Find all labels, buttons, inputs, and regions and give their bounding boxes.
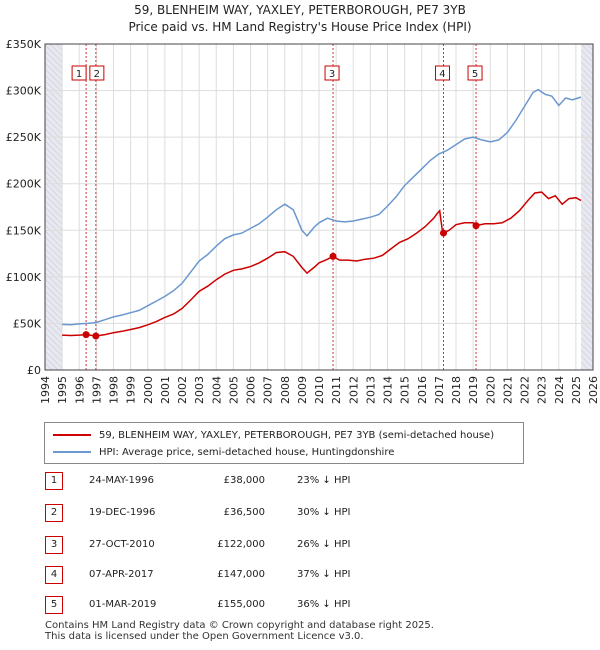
sale-label-box-3 xyxy=(324,65,340,81)
sale-date: 19-DEC-1996 xyxy=(89,507,156,518)
plot-frame xyxy=(44,43,594,371)
x-tick-label: 2015 xyxy=(399,376,412,404)
shaded-range-1 xyxy=(581,44,593,370)
y-tick-label: £200K xyxy=(6,178,42,191)
sale-label-box-1 xyxy=(71,65,87,81)
legend-item-property: 59, BLENHEIM WAY, YAXLEY, PETERBOROUGH, … xyxy=(53,428,494,442)
x-tick-label: 2008 xyxy=(279,376,292,404)
legend-label-hpi: HPI: Average price, semi-detached house,… xyxy=(99,446,395,458)
legend-label-property: 59, BLENHEIM WAY, YAXLEY, PETERBOROUGH, … xyxy=(99,429,495,441)
x-tick-label: 2025 xyxy=(570,376,583,404)
sale-date: 27-OCT-2010 xyxy=(89,539,155,550)
x-tick-label: 2023 xyxy=(536,376,549,404)
sale-number-badge: 5 xyxy=(45,596,63,614)
table-row: 1 24-MAY-1996 £38,000 23% ↓ HPI xyxy=(45,472,445,492)
legend-item-hpi: HPI: Average price, semi-detached house,… xyxy=(53,445,394,459)
sale-number-badge: 1 xyxy=(45,472,63,490)
x-tick-label: 2020 xyxy=(484,376,497,404)
table-row: 5 01-MAR-2019 £155,000 36% ↓ HPI xyxy=(45,596,445,616)
sale-label-box-2 xyxy=(89,65,105,81)
x-tick-label: 2019 xyxy=(467,376,480,404)
chart-title: 59, BLENHEIM WAY, YAXLEY, PETERBOROUGH, … xyxy=(134,3,466,17)
y-tick-label: £350K xyxy=(6,38,42,51)
y-tick-label: £300K xyxy=(6,85,42,98)
x-tick-label: 2014 xyxy=(382,376,395,404)
x-tick-label: 1997 xyxy=(90,376,103,404)
x-tick-label: 1995 xyxy=(56,376,69,404)
x-tick-label: 2026 xyxy=(587,376,600,404)
sale-point-1 xyxy=(82,331,90,339)
property-price-line xyxy=(62,191,582,337)
sale-price: £155,000 xyxy=(217,599,265,610)
x-tick-label: 2004 xyxy=(210,376,223,404)
sale-point-5 xyxy=(472,222,480,230)
sale-hpi-diff: 23% ↓ HPI xyxy=(297,475,351,486)
x-tick-label: 2017 xyxy=(433,376,446,404)
sale-price: £147,000 xyxy=(217,569,265,580)
x-tick-label: 2001 xyxy=(159,376,172,404)
y-tick-label: £250K xyxy=(6,131,42,144)
sale-hpi-diff: 26% ↓ HPI xyxy=(297,539,351,550)
x-tick-label: 2006 xyxy=(245,376,258,404)
x-tick-label: 1996 xyxy=(73,376,86,404)
sale-date: 01-MAR-2019 xyxy=(89,599,157,610)
table-row: 3 27-OCT-2010 £122,000 26% ↓ HPI xyxy=(45,536,445,556)
x-tick-label: 2013 xyxy=(364,376,377,404)
table-row: 4 07-APR-2017 £147,000 37% ↓ HPI xyxy=(45,566,445,586)
legend-line-hpi xyxy=(53,451,91,453)
sale-date: 07-APR-2017 xyxy=(89,569,154,580)
chart-subtitle: Price paid vs. HM Land Registry's House … xyxy=(128,20,472,34)
x-tick-label: 2009 xyxy=(296,376,309,404)
sale-point-2 xyxy=(92,332,100,340)
x-tick-label: 2011 xyxy=(330,376,343,404)
x-tick-label: 2022 xyxy=(519,376,532,404)
sale-number-badge: 3 xyxy=(45,536,63,554)
sale-price: £122,000 xyxy=(217,539,265,550)
x-tick-label: 2005 xyxy=(227,376,240,404)
x-tick-label: 2021 xyxy=(501,376,514,404)
legend-line-property xyxy=(53,434,91,436)
legend: 59, BLENHEIM WAY, YAXLEY, PETERBOROUGH, … xyxy=(44,422,524,464)
sale-price: £36,500 xyxy=(223,507,265,518)
sale-hpi-diff: 36% ↓ HPI xyxy=(297,599,351,610)
x-tick-label: 2010 xyxy=(313,376,326,404)
shaded-hatch-0 xyxy=(44,43,63,371)
sale-number-badge: 4 xyxy=(45,566,63,584)
hpi-line xyxy=(62,88,582,326)
footer-copyright: Contains HM Land Registry data © Crown c… xyxy=(45,620,434,631)
x-tick-label: 2003 xyxy=(193,376,206,404)
sale-point-3 xyxy=(329,252,337,260)
sale-point-4 xyxy=(439,229,447,237)
y-tick-label: £100K xyxy=(6,271,42,284)
y-tick-label: £50K xyxy=(13,317,42,330)
sale-label-2: 2 xyxy=(94,69,100,80)
sale-label-3: 3 xyxy=(329,69,335,80)
x-tick-label: 2024 xyxy=(553,376,566,404)
x-tick-label: 2007 xyxy=(262,376,275,404)
y-tick-label: £0 xyxy=(27,364,41,377)
sale-number-badge: 2 xyxy=(45,504,63,522)
x-tick-label: 2016 xyxy=(416,376,429,404)
sale-date: 24-MAY-1996 xyxy=(89,475,155,486)
x-tick-label: 1999 xyxy=(125,376,138,404)
sale-label-1: 1 xyxy=(76,69,82,80)
sale-label-box-4 xyxy=(434,65,450,81)
sale-hpi-diff: 37% ↓ HPI xyxy=(297,569,351,580)
y-tick-label: £150K xyxy=(6,224,42,237)
x-tick-label: 2000 xyxy=(142,376,155,404)
sale-price: £38,000 xyxy=(223,475,265,486)
sale-hpi-diff: 30% ↓ HPI xyxy=(297,507,351,518)
x-tick-label: 2002 xyxy=(176,376,189,404)
x-tick-label: 2012 xyxy=(347,376,360,404)
table-row: 2 19-DEC-1996 £36,500 30% ↓ HPI xyxy=(45,504,445,524)
sale-label-box-5 xyxy=(467,65,483,81)
sale-label-4: 4 xyxy=(439,69,445,80)
x-tick-label: 1994 xyxy=(39,376,52,404)
x-tick-label: 2018 xyxy=(450,376,463,404)
price-chart: £0 £50K £100K £150K £200K £250K £300K £350K 1994… xyxy=(6,38,600,404)
shaded-range-0 xyxy=(45,44,63,370)
sale-label-5: 5 xyxy=(472,69,478,80)
footer-licence: This data is licensed under the Open Gov… xyxy=(45,631,364,642)
x-tick-label: 1998 xyxy=(108,376,121,404)
